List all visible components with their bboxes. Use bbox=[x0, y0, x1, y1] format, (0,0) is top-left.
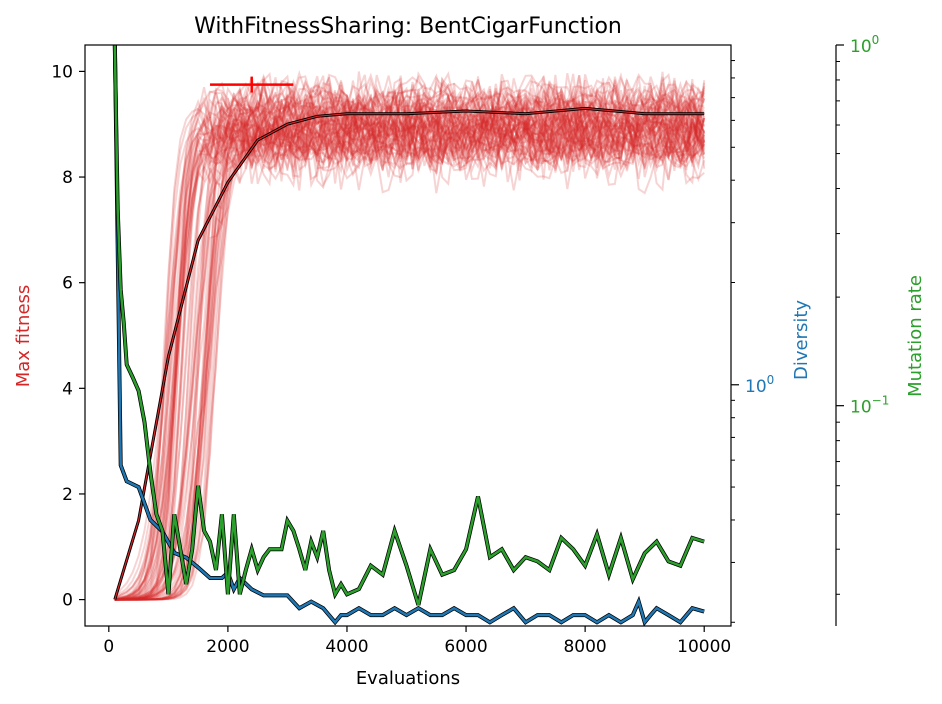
fitness-run-line bbox=[114, 111, 705, 601]
x-axis: 0 2000 4000 6000 8000 10000 bbox=[103, 626, 731, 657]
fitness-run-line bbox=[114, 119, 705, 601]
fitness-run-line bbox=[114, 110, 706, 601]
fitness-run-line bbox=[114, 112, 706, 601]
fitness-run-line bbox=[114, 93, 705, 601]
fitness-run-line bbox=[114, 106, 706, 601]
mutation-line bbox=[113, 45, 705, 606]
mutation-axis-label: Mutation rate bbox=[905, 275, 926, 397]
fitness-run-line bbox=[114, 119, 706, 601]
fitness-run-line bbox=[114, 105, 706, 601]
fitness-run-line bbox=[114, 90, 706, 601]
fitness-run-line bbox=[114, 72, 706, 601]
diversity-axis-label: Diversity bbox=[791, 300, 812, 380]
fitness-run-line bbox=[114, 134, 706, 601]
fitness-run-line bbox=[114, 83, 705, 601]
fitness-run-line bbox=[114, 130, 706, 601]
fitness-tick-label: 10 bbox=[51, 62, 73, 82]
fitness-run-line bbox=[114, 112, 706, 601]
x-axis-label: Evaluations bbox=[356, 668, 460, 689]
fitness-run-line bbox=[114, 110, 705, 601]
fitness-run-line bbox=[114, 112, 706, 601]
x-tick-label: 6000 bbox=[444, 637, 487, 657]
fitness-mean-line bbox=[114, 107, 705, 600]
fitness-run-line bbox=[114, 123, 706, 601]
fitness-run-line bbox=[114, 97, 706, 601]
fitness-tick-label: 6 bbox=[62, 274, 73, 294]
fitness-run-line bbox=[114, 121, 706, 601]
fitness-run-line bbox=[114, 102, 706, 601]
mutation-tick-label: 10−1 bbox=[850, 394, 889, 418]
fitness-run-line bbox=[114, 118, 706, 601]
x-tick-label: 0 bbox=[103, 637, 114, 657]
fitness-run-line bbox=[114, 127, 706, 601]
fitness-axis-label: Max fitness bbox=[13, 285, 34, 388]
fitness-run-line bbox=[114, 119, 705, 601]
fitness-run-line bbox=[114, 69, 705, 601]
fitness-run-line bbox=[114, 93, 705, 601]
mutation-tick-label: 100 bbox=[850, 33, 879, 57]
fitness-run-line bbox=[114, 97, 706, 601]
fitness-run-line bbox=[114, 86, 706, 601]
fitness-run-line bbox=[114, 77, 706, 601]
fitness-run-line bbox=[114, 115, 705, 601]
fitness-run-line bbox=[114, 86, 706, 601]
mutation-axis: 10−1 100 bbox=[835, 33, 889, 626]
fitness-run-line bbox=[114, 123, 706, 601]
diversity-axis: 100 bbox=[731, 60, 774, 623]
fitness-run-line bbox=[114, 101, 706, 601]
fitness-run-line bbox=[114, 119, 706, 601]
fitness-run-line bbox=[114, 130, 706, 601]
x-tick-label: 8000 bbox=[563, 637, 606, 657]
x-tick-label: 10000 bbox=[677, 637, 731, 657]
fitness-run-line bbox=[114, 110, 706, 601]
x-tick-label: 4000 bbox=[325, 637, 368, 657]
fitness-run-line bbox=[114, 73, 705, 601]
fitness-run-line bbox=[114, 117, 706, 601]
fitness-run-line bbox=[114, 107, 706, 601]
fitness-run-line bbox=[114, 95, 705, 601]
fitness-tick-label: 4 bbox=[62, 379, 73, 399]
errorbar-layer bbox=[210, 76, 294, 93]
plot-frame bbox=[84, 44, 732, 627]
fitness-run-line bbox=[114, 93, 706, 601]
fitness-run-line bbox=[114, 98, 706, 601]
x-tick-label: 2000 bbox=[206, 637, 249, 657]
fitness-run-line bbox=[114, 96, 705, 601]
fitness-run-line bbox=[114, 74, 706, 601]
fitness-run-line bbox=[114, 86, 706, 601]
fitness-run-line bbox=[114, 130, 706, 601]
chart-title: WithFitnessSharing: BentCigarFunction bbox=[194, 14, 622, 39]
fitness-tick-label: 0 bbox=[62, 591, 73, 611]
fitness-run-line bbox=[114, 127, 706, 601]
fitness-runs-layer bbox=[113, 69, 706, 601]
fitness-run-line bbox=[114, 110, 705, 601]
fitness-axis: 0 2 4 6 8 10 bbox=[51, 62, 85, 611]
fitness-run-line bbox=[114, 90, 706, 601]
fitness-run-line bbox=[114, 110, 706, 601]
fitness-run-line bbox=[114, 106, 705, 601]
fitness-tick-label: 8 bbox=[62, 168, 73, 188]
fitness-run-line bbox=[113, 93, 705, 601]
fitness-run-line bbox=[114, 110, 706, 601]
fitness-run-line bbox=[114, 116, 706, 601]
fitness-run-line bbox=[114, 120, 705, 601]
fitness-run-line bbox=[114, 75, 706, 601]
fitness-run-line bbox=[114, 111, 706, 601]
fitness-run-line bbox=[114, 88, 705, 601]
fitness-run-line bbox=[114, 120, 705, 601]
diversity-tick-label: 100 bbox=[745, 373, 774, 397]
fitness-run-line bbox=[114, 132, 706, 601]
series-layer bbox=[112, 45, 705, 626]
fitness-tick-label: 2 bbox=[62, 485, 73, 505]
fitness-run-line bbox=[114, 105, 705, 601]
diversity-line bbox=[113, 45, 705, 625]
fitness-run-line bbox=[114, 122, 705, 601]
fitness-run-line bbox=[114, 116, 706, 601]
